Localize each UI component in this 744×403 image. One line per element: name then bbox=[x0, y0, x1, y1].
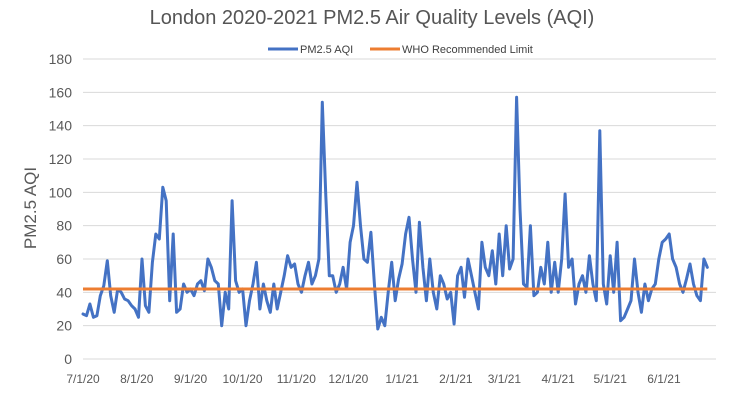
legend-label-who: WHO Recommended Limit bbox=[402, 44, 533, 56]
chart-title: London 2020-2021 PM2.5 Air Quality Level… bbox=[150, 7, 595, 29]
y-tick-label-140: 140 bbox=[49, 118, 73, 134]
x-tick-label-8: 3/1/21 bbox=[488, 372, 522, 386]
y-tick-label-40: 40 bbox=[56, 284, 72, 300]
y-axis-label: PM2.5 AQI bbox=[21, 167, 40, 249]
y-tick-label-0: 0 bbox=[64, 351, 72, 367]
legend-label-pm25: PM2.5 AQI bbox=[300, 44, 353, 56]
x-tick-label-10: 5/1/21 bbox=[594, 372, 628, 386]
legend: PM2.5 AQI WHO Recommended Limit bbox=[268, 44, 533, 56]
series-line-pm25 bbox=[81, 95, 709, 331]
x-tick-label-11: 6/1/21 bbox=[647, 372, 681, 386]
x-tick-label-6: 1/1/21 bbox=[385, 372, 419, 386]
y-tick-label-100: 100 bbox=[49, 184, 73, 200]
x-axis-ticks: 7/1/20 8/1/20 9/1/20 10/1/20 11/1/20 12/1/20 1… bbox=[66, 372, 681, 386]
series-layer bbox=[81, 95, 709, 331]
x-tick-label-1: 8/1/20 bbox=[120, 372, 154, 386]
x-tick-label-2: 9/1/20 bbox=[174, 372, 208, 386]
y-tick-label-80: 80 bbox=[56, 218, 72, 234]
y-tick-label-120: 120 bbox=[49, 151, 73, 167]
y-tick-label-60: 60 bbox=[56, 251, 72, 267]
x-tick-label-3: 10/1/20 bbox=[223, 372, 263, 386]
x-tick-label-9: 4/1/21 bbox=[541, 372, 575, 386]
y-tick-label-160: 160 bbox=[49, 84, 73, 100]
y-tick-label-180: 180 bbox=[49, 51, 73, 67]
x-tick-label-4: 11/1/20 bbox=[277, 372, 316, 386]
x-tick-label-7: 2/1/21 bbox=[439, 372, 473, 386]
gridlines bbox=[83, 58, 716, 360]
y-axis-ticks: 0 20 40 60 80 100 120 140 160 180 bbox=[49, 51, 73, 367]
x-tick-label-0: 7/1/20 bbox=[66, 372, 100, 386]
y-tick-label-20: 20 bbox=[56, 318, 72, 334]
x-tick-label-5: 12/1/20 bbox=[328, 372, 368, 386]
